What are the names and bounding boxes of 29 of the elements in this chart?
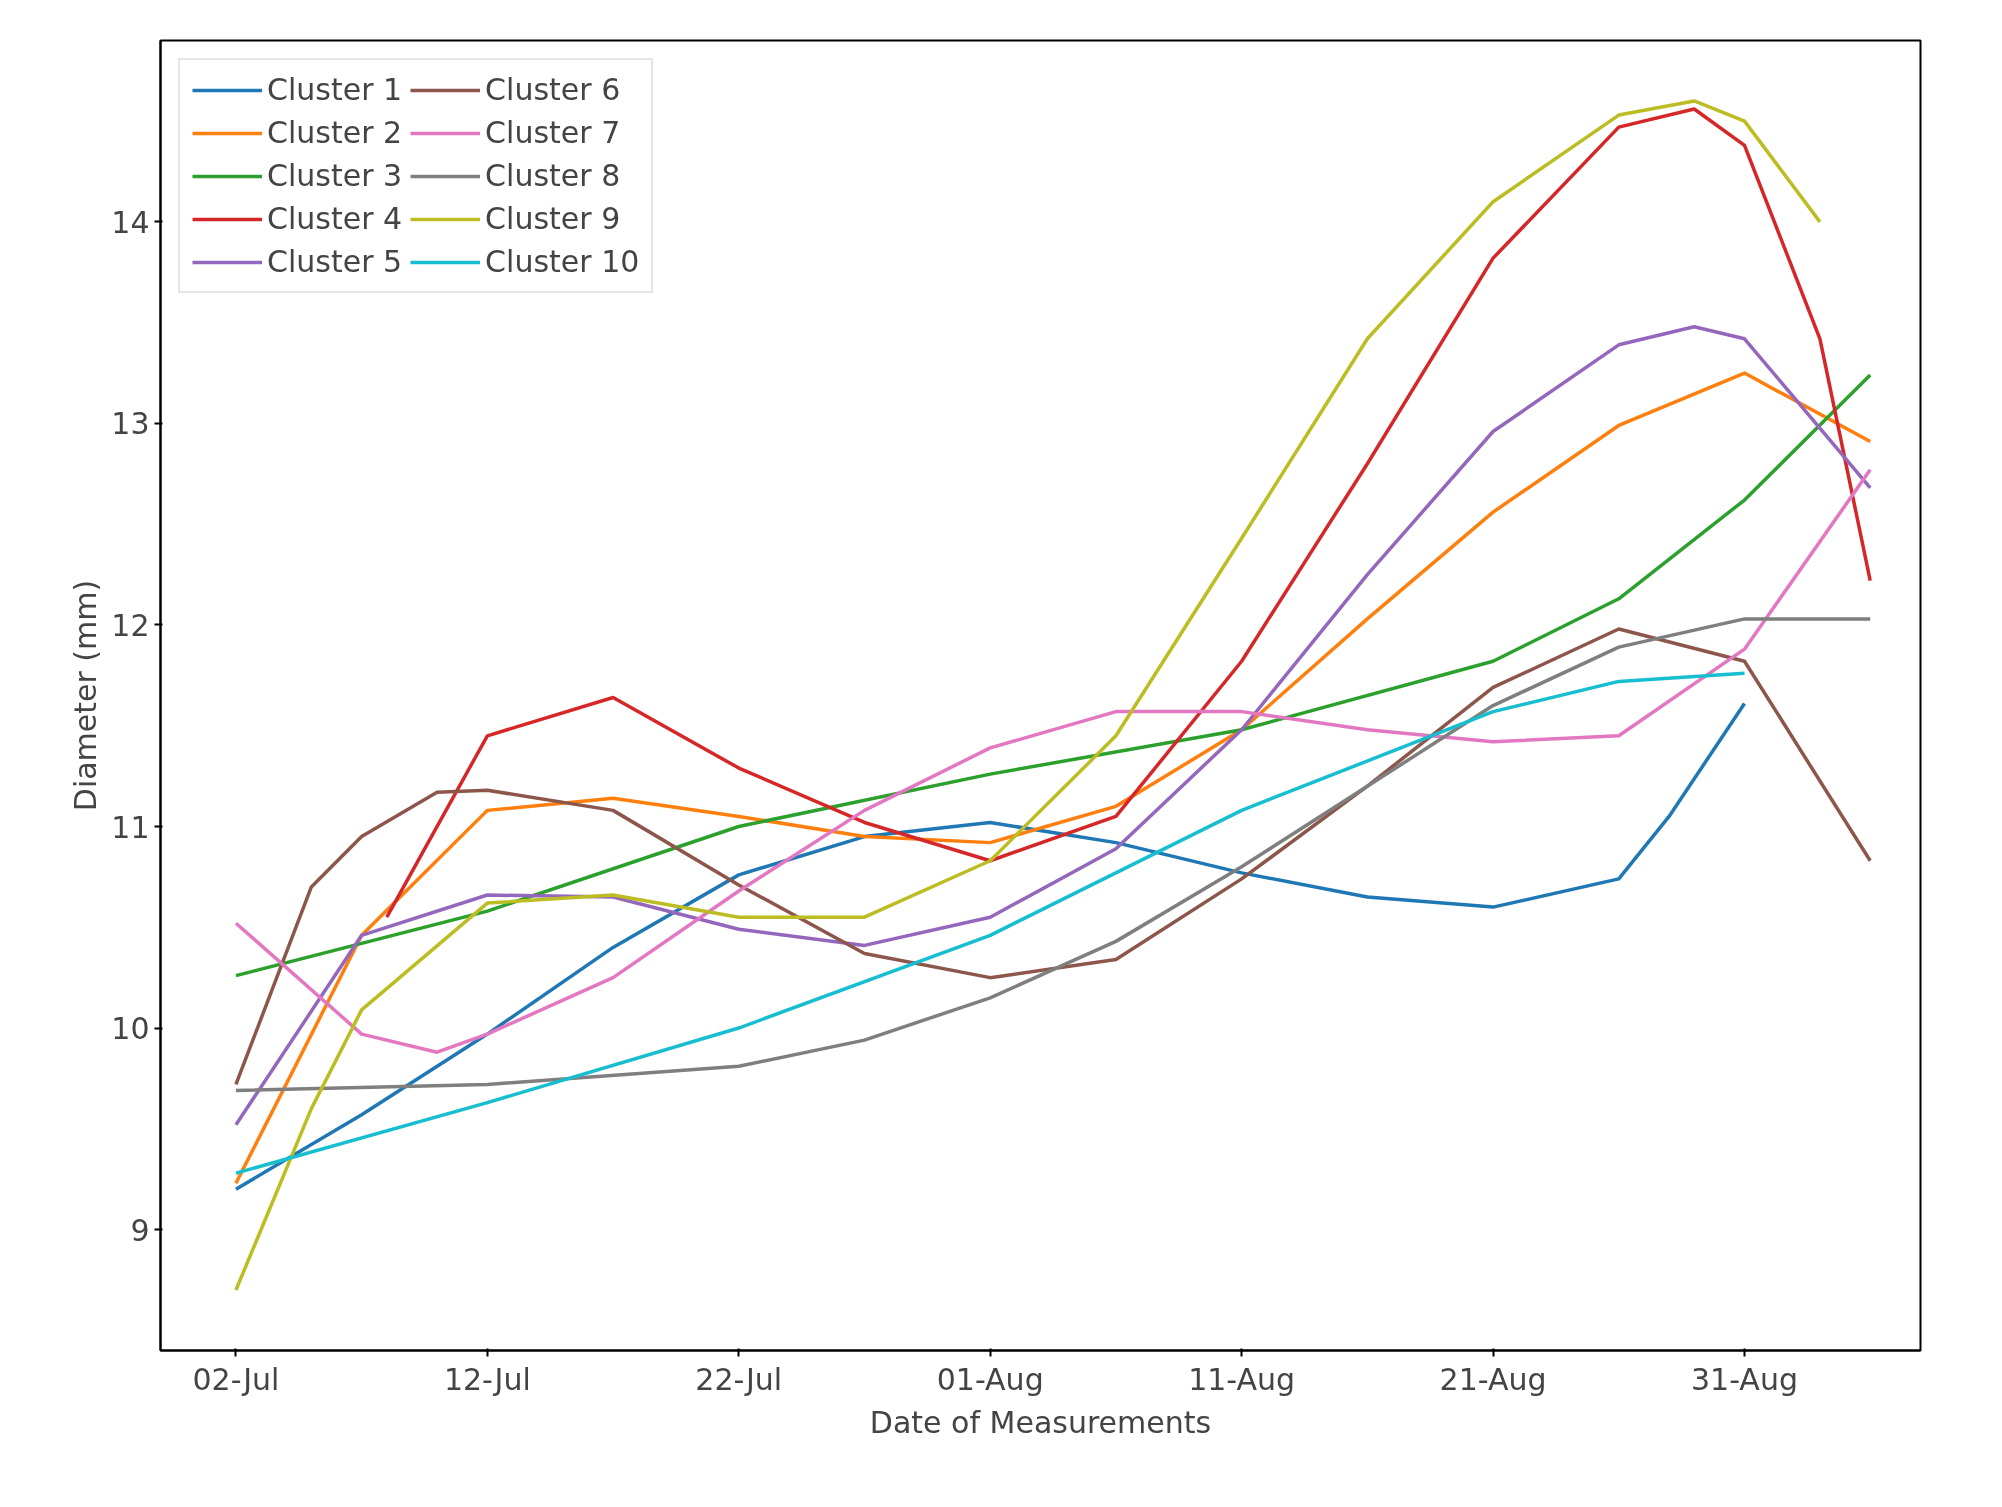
legend-label: Cluster 8 [485,158,621,193]
y-tick-label: 14 [111,204,150,240]
x-tick-label: 01-Aug [936,1361,1044,1397]
y-tick-label: 13 [111,406,150,442]
x-axis-title: Date of Measurements [869,1404,1212,1440]
x-tick-label: 31-Aug [1691,1361,1798,1397]
line-series [234,373,1872,978]
y-tick-label: 12 [111,607,150,643]
legend-label: Cluster 7 [485,115,621,150]
y-tick-label: 11 [111,809,150,845]
x-tick-label: 21-Aug [1439,1361,1547,1397]
legend-label: Cluster 3 [267,158,403,193]
x-tick-label: 11-Aug [1188,1361,1296,1397]
x-tick-label: 22-Jul [695,1361,783,1397]
legend-label: Cluster 2 [267,115,403,150]
line-series [385,107,1872,919]
legend-label: Cluster 4 [267,201,403,236]
y-tick-label: 10 [111,1011,150,1047]
legend-label: Cluster 1 [267,72,403,107]
legend-label: Cluster 9 [485,201,621,236]
y-axis-title: Diameter (mm) [68,579,104,812]
line-series [234,468,1872,1054]
legend-label: Cluster 5 [267,244,403,279]
y-tick-label: 9 [130,1212,150,1248]
legend-label: Cluster 10 [485,244,640,279]
x-tick-label: 02-Jul [192,1361,280,1397]
line-series [234,99,1822,1292]
x-tick-label: 12-Jul [443,1361,531,1397]
legend-label: Cluster 6 [485,72,621,107]
